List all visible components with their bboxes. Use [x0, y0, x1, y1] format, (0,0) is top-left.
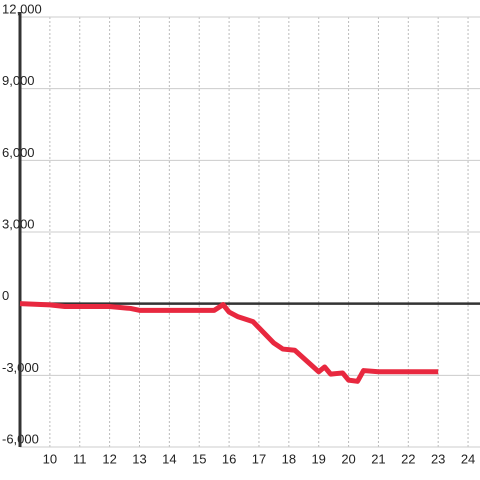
x-tick-label: 11	[73, 451, 87, 466]
y-tick-label: 3,000	[2, 216, 35, 231]
data-line	[19, 301, 439, 384]
x-tick-label: 21	[371, 451, 385, 466]
x-tick-label: 19	[311, 451, 325, 466]
x-tick-label: 10	[43, 451, 57, 466]
x-tick-label: 12	[102, 451, 116, 466]
x-tick-label: 20	[341, 451, 355, 466]
y-tick-label: 12,000	[2, 1, 42, 16]
x-tick-label: 23	[431, 451, 445, 466]
x-tick-label: 14	[162, 451, 176, 466]
x-tick-label: 16	[222, 451, 236, 466]
x-tick-label: 18	[282, 451, 296, 466]
x-tick-label: 22	[401, 451, 415, 466]
y-tick-label: 0	[2, 288, 9, 303]
y-tick-label: 6,000	[2, 145, 35, 160]
x-tick-label: 15	[192, 451, 206, 466]
x-tick-label: 24	[461, 451, 475, 466]
x-tick-label: 13	[132, 451, 146, 466]
x-tick-label: 17	[252, 451, 266, 466]
y-tick-label: 9,000	[2, 73, 35, 88]
